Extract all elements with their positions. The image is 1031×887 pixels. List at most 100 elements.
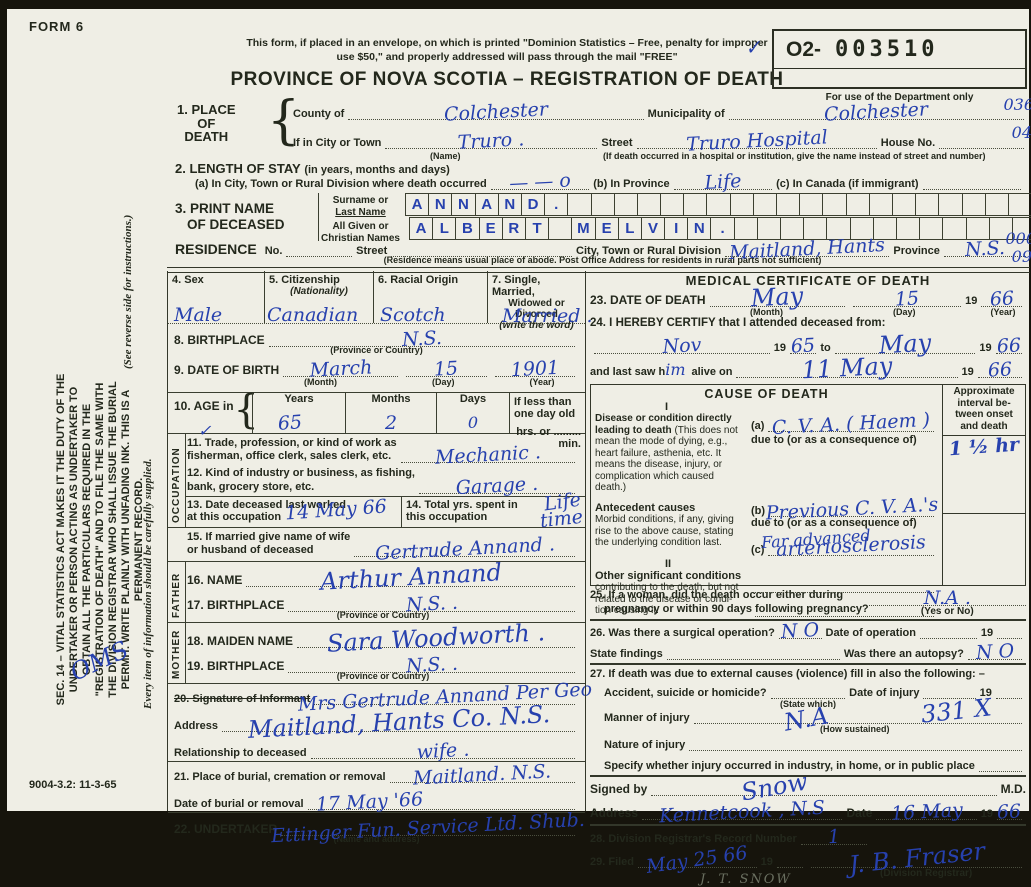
municipality-field[interactable]: Colchester	[728, 98, 1025, 126]
operation-field[interactable]: N O	[778, 619, 822, 642]
trade-label2: fisherman, office clerk, sales clerk, et…	[187, 450, 392, 463]
section-residence: RESIDENCE No. Street City, Town or Rural…	[175, 231, 1031, 269]
county-field[interactable]: Colchester	[348, 98, 644, 126]
dod-year-field[interactable]: 66	[981, 287, 1022, 311]
other-conditions-field-2[interactable]	[755, 593, 934, 617]
dod-day-field[interactable]: 15	[852, 287, 962, 311]
attended-from-year-field[interactable]: 65	[790, 334, 817, 358]
dob-year-field[interactable]: 1901	[494, 357, 576, 381]
dob-day-field[interactable]: 15	[406, 357, 487, 381]
f3-label2: OF DECEASED	[187, 216, 285, 232]
mother-bp-value: N.S. .	[405, 652, 459, 678]
letter-cell	[684, 193, 708, 216]
last-saw-label1: and last saw h	[590, 366, 666, 378]
mother-bp-caption: (Province or Country)	[336, 671, 430, 682]
nature-field[interactable]	[689, 736, 1022, 751]
injury-code-value: 331 X	[920, 692, 994, 729]
dob-cap-month: (Month)	[304, 377, 337, 387]
record-number-field[interactable]: 1	[800, 825, 868, 848]
attended-to-field[interactable]: May	[834, 329, 976, 359]
signed-by-field[interactable]: Snow	[651, 767, 997, 806]
street-field[interactable]: Truro Hospital	[636, 126, 877, 156]
given-sublabel2: Christian Names	[321, 232, 400, 244]
injury-date-field[interactable]	[923, 684, 976, 699]
ash-field[interactable]	[770, 684, 846, 699]
stay-b-field[interactable]: Life	[673, 170, 773, 194]
injury-year-field[interactable]	[995, 684, 1022, 699]
burial-place-field[interactable]: Maitland. N.S.	[389, 761, 575, 790]
section-length-of-stay: 2. LENGTH OF STAY (in years, months and …	[175, 161, 1030, 195]
birthplace-field[interactable]: N.S.	[268, 327, 575, 351]
spouse-field[interactable]: Gertrude Annand .	[354, 533, 575, 565]
operation-date-field[interactable]	[919, 624, 977, 639]
dob-cap-day: (Day)	[431, 377, 455, 387]
attended-to-year-field[interactable]: 66	[995, 334, 1022, 358]
last-saw-year-field[interactable]: 66	[977, 358, 1022, 382]
operation-year-field[interactable]	[997, 624, 1022, 639]
autopsy-field[interactable]: N O	[967, 640, 1022, 663]
attended-from-field[interactable]: Nov	[594, 334, 770, 359]
residence-no-field[interactable]	[286, 242, 353, 257]
stay-c-field[interactable]	[922, 175, 1022, 190]
maiden-name-field[interactable]: Sara Woodworth .	[297, 618, 575, 658]
residence-province-field[interactable]: N.S.	[943, 237, 1026, 261]
findings-field[interactable]	[666, 645, 840, 660]
marital-label2: Widowed or Divorced	[508, 298, 565, 320]
father-bp-field[interactable]: N.S. .	[288, 592, 575, 616]
filed-year-field[interactable]	[776, 853, 804, 868]
registrar-signature-field[interactable]: J. B. Fraser	[811, 836, 1022, 879]
row-27: 27. If death was due to external causes …	[590, 665, 1026, 777]
signed-date-field[interactable]: 16 May	[876, 799, 977, 824]
city-town-field[interactable]: Truro .	[385, 128, 598, 154]
row-22: 22. UNDERTAKER Ettinger Fun. Service Ltd…	[168, 809, 586, 847]
birthplace-label: 8. BIRTHPLACE	[174, 333, 265, 347]
relationship-field[interactable]: wife .	[310, 739, 575, 763]
f1-label-death: DEATH	[184, 129, 229, 145]
father-name-field[interactable]: Arthur Annand	[246, 558, 575, 596]
cause-desc1-bold: Disease or condition directly lead­ing t…	[595, 413, 732, 436]
burial-date-field[interactable]: 17 May '66	[307, 788, 575, 816]
row-28-29: 28. Division Registrar's Record Number 1…	[590, 825, 1026, 887]
letter-cell	[637, 193, 662, 216]
residence-street-field[interactable]	[391, 242, 573, 257]
informant-field[interactable]: Mrs Gertrude Annand Per Geo	[297, 678, 592, 715]
medical-column: MEDICAL CERTIFICATE OF DEATH 23. DATE OF…	[585, 271, 1030, 887]
dod-day: 15	[894, 287, 920, 311]
row-12: 12. Kind of industry or business, as fis…	[185, 465, 585, 499]
f3-num: 3.	[175, 201, 187, 216]
last-saw-field[interactable]: 11 May	[736, 352, 958, 384]
attended-from-value: Nov	[661, 334, 702, 359]
filed-field[interactable]: May 25 66	[638, 842, 757, 877]
trade-field[interactable]: Mechanic .	[400, 442, 575, 469]
age-years-label: Years	[284, 393, 314, 405]
undertaker-field[interactable]: Ettinger Fun. Service Ltd. Shub.	[271, 809, 586, 847]
signed-year-field[interactable]: 66	[996, 799, 1023, 824]
cause-c-field[interactable]: arteriosclerosis	[768, 531, 934, 560]
cause-a-field[interactable]: C. V. A. ( Haem )	[768, 409, 934, 439]
residence-caption: (Residence means usual place of abode. P…	[383, 255, 822, 265]
manner-field[interactable]: N.A 331 X	[693, 693, 1022, 736]
informant-address-field[interactable]: Maitland, Hants Co. N.S.	[222, 700, 575, 744]
signed-year-value: 66	[996, 799, 1023, 824]
dob-month-field[interactable]: March	[283, 356, 399, 382]
age-days-value: 0	[467, 413, 479, 432]
specify-field[interactable]	[978, 757, 1022, 772]
father-bp-value: N.S. .	[405, 591, 459, 617]
dod-year: 66	[989, 287, 1015, 311]
age-years-value: 65	[276, 411, 303, 435]
letter-cell	[661, 193, 685, 216]
other-conditions-field-1[interactable]	[755, 570, 934, 594]
house-no-field[interactable]	[939, 134, 1024, 149]
cause-b-field[interactable]: Previous C. V. A.'s	[765, 493, 938, 524]
age-less-label: If less than one day old	[514, 396, 576, 420]
dod-month-field[interactable]: May	[709, 282, 845, 312]
residence-city-field[interactable]: Maitland, Hants	[725, 234, 890, 264]
stay-a-field[interactable]: — — o	[490, 169, 590, 195]
signed-block: Signed by Snow M.D. Address Kennetcook ,…	[590, 767, 1026, 827]
county-value: Colchester	[443, 98, 549, 126]
mother-bp-field[interactable]: N.S. .	[288, 653, 575, 677]
industry-field[interactable]: Garage .	[418, 473, 575, 499]
signed-address-field[interactable]: Kennetcook , N.S	[642, 796, 843, 827]
